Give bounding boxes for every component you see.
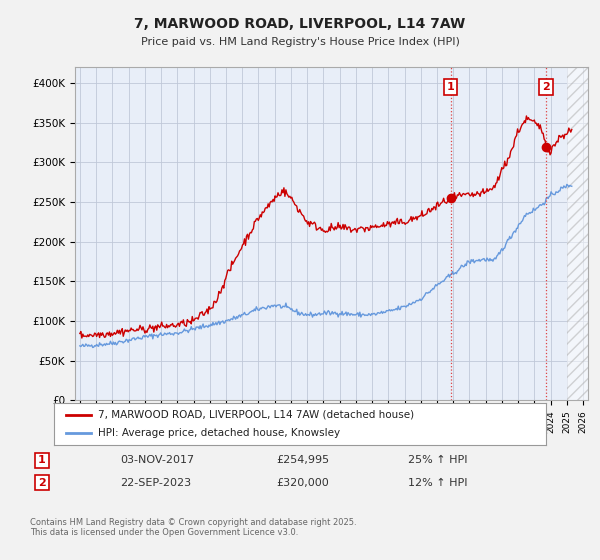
Text: 03-NOV-2017: 03-NOV-2017 [120, 455, 194, 465]
Bar [567, 67, 591, 400]
Text: £254,995: £254,995 [276, 455, 329, 465]
Text: 1: 1 [447, 82, 455, 92]
Text: 2: 2 [542, 82, 550, 92]
Text: HPI: Average price, detached house, Knowsley: HPI: Average price, detached house, Know… [98, 428, 340, 438]
Text: 25% ↑ HPI: 25% ↑ HPI [408, 455, 467, 465]
Text: 2: 2 [38, 478, 46, 488]
Text: 22-SEP-2023: 22-SEP-2023 [120, 478, 191, 488]
Text: Contains HM Land Registry data © Crown copyright and database right 2025.
This d: Contains HM Land Registry data © Crown c… [30, 518, 356, 538]
Text: 12% ↑ HPI: 12% ↑ HPI [408, 478, 467, 488]
Text: 7, MARWOOD ROAD, LIVERPOOL, L14 7AW (detached house): 7, MARWOOD ROAD, LIVERPOOL, L14 7AW (det… [98, 410, 415, 420]
Text: £320,000: £320,000 [276, 478, 329, 488]
Text: 1: 1 [38, 455, 46, 465]
Text: 7, MARWOOD ROAD, LIVERPOOL, L14 7AW: 7, MARWOOD ROAD, LIVERPOOL, L14 7AW [134, 17, 466, 31]
Bar [567, 67, 591, 400]
Text: Price paid vs. HM Land Registry's House Price Index (HPI): Price paid vs. HM Land Registry's House … [140, 37, 460, 47]
